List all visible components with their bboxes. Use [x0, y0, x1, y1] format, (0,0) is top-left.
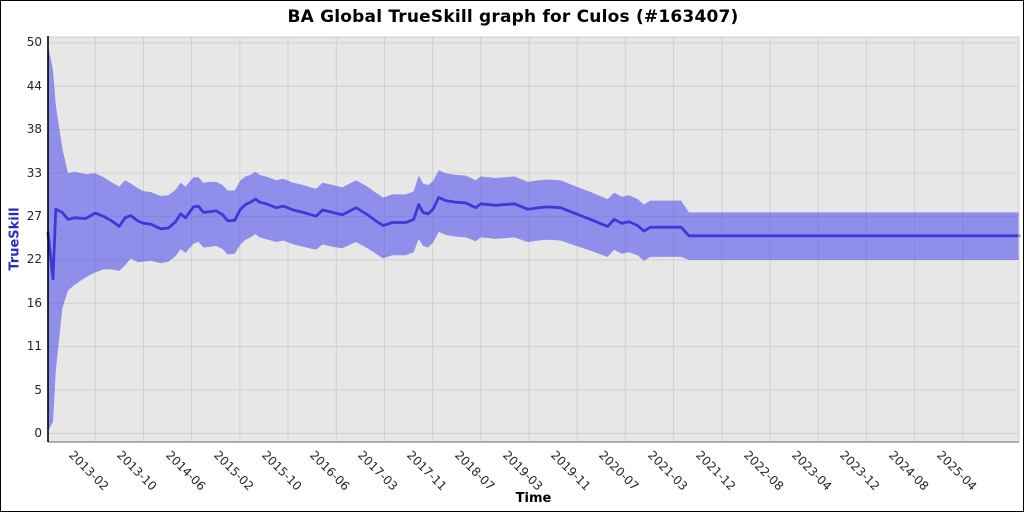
y-tick-label: 16 — [26, 295, 42, 310]
confidence-band — [48, 45, 1019, 432]
y-tick-label: 5 — [34, 382, 42, 397]
y-tick-label: 38 — [26, 122, 42, 137]
trueskill-line — [46, 196, 1021, 281]
y-tick-label: 22 — [26, 252, 42, 267]
chart-title: BA Global TrueSkill graph for Culos (#16… — [287, 7, 739, 27]
y-tick-label: 27 — [26, 208, 42, 223]
y-tick-label: 11 — [26, 339, 42, 354]
y-tick-label: 44 — [26, 78, 42, 93]
y-tick-label: 0 — [34, 425, 42, 440]
y-tick-label: 33 — [26, 165, 42, 180]
y-tick-label: 50 — [26, 35, 42, 50]
x-axis-label: Time — [515, 491, 552, 506]
